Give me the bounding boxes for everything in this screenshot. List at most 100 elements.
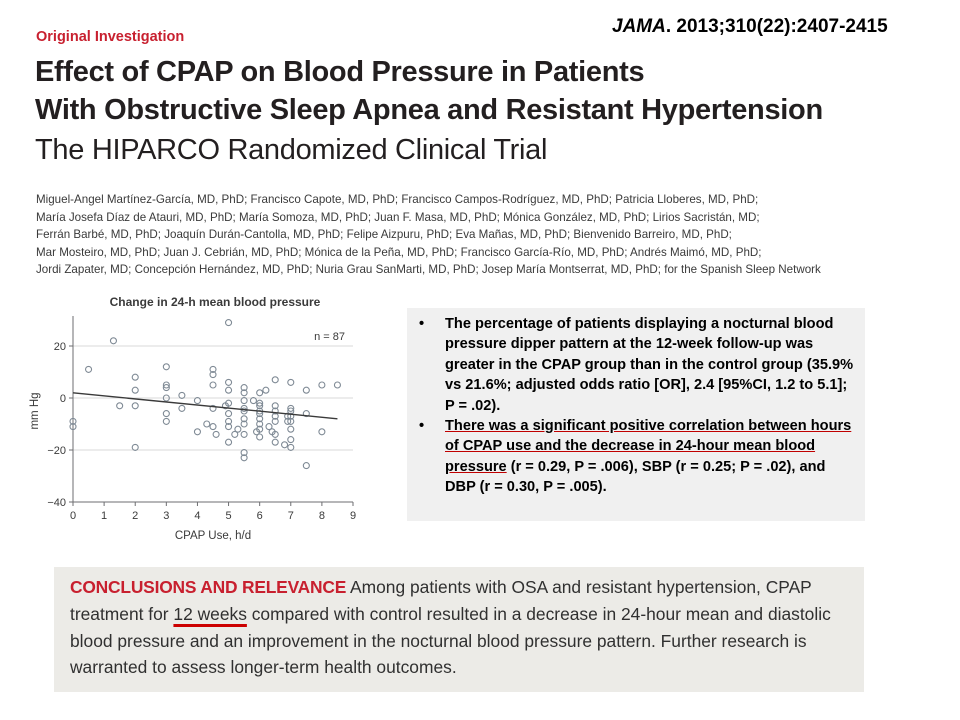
y-tick-label: 20 bbox=[54, 341, 66, 353]
x-tick-label: 4 bbox=[194, 510, 200, 522]
data-point bbox=[281, 441, 289, 449]
data-point bbox=[318, 428, 326, 436]
data-point bbox=[193, 397, 201, 405]
x-tick-label: 9 bbox=[350, 510, 356, 522]
data-point bbox=[256, 402, 264, 410]
x-tick-label: 8 bbox=[319, 510, 325, 522]
data-point bbox=[162, 417, 170, 425]
journal-name: JAMA bbox=[612, 16, 666, 37]
data-point bbox=[284, 417, 292, 425]
x-tick-label: 2 bbox=[132, 510, 138, 522]
data-point bbox=[240, 384, 248, 392]
data-point bbox=[262, 386, 270, 394]
author-line: Ferrán Barbé, MD, PhD; Joaquín Durán-Can… bbox=[36, 228, 732, 242]
data-point bbox=[287, 417, 295, 425]
data-point bbox=[131, 373, 139, 381]
data-point bbox=[209, 371, 217, 379]
data-point bbox=[256, 389, 264, 397]
data-point bbox=[225, 319, 233, 327]
data-point bbox=[256, 420, 264, 428]
conclusions-box: CONCLUSIONS AND RELEVANCE Among patients… bbox=[54, 567, 864, 692]
x-tick-label: 5 bbox=[225, 510, 231, 522]
data-point bbox=[287, 412, 295, 420]
data-point bbox=[225, 417, 233, 425]
data-point bbox=[178, 391, 186, 399]
data-point bbox=[287, 425, 295, 433]
data-point bbox=[234, 425, 242, 433]
x-tick-label: 6 bbox=[257, 510, 263, 522]
data-point bbox=[231, 430, 239, 438]
data-point bbox=[69, 417, 77, 425]
data-point bbox=[225, 438, 233, 446]
x-axis-label: CPAP Use, h/d bbox=[175, 530, 251, 542]
data-point bbox=[256, 425, 264, 433]
article-title-line-2: With Obstructive Sleep Apnea and Resista… bbox=[35, 94, 823, 126]
data-point bbox=[240, 449, 248, 457]
data-point bbox=[225, 386, 233, 394]
author-line: Miguel-Angel Martínez-García, MD, PhD; F… bbox=[36, 193, 759, 206]
data-point bbox=[284, 412, 292, 420]
data-point bbox=[225, 410, 233, 418]
data-point bbox=[162, 381, 170, 389]
data-point bbox=[131, 402, 139, 410]
author-line: Jordi Zapater, MD; Concepción Hernández,… bbox=[36, 263, 821, 277]
finding-text: The percentage of patients displaying a … bbox=[445, 316, 854, 414]
data-point bbox=[225, 378, 233, 386]
data-point bbox=[256, 433, 264, 441]
data-point bbox=[193, 428, 201, 436]
data-point bbox=[209, 381, 217, 389]
data-point bbox=[271, 376, 279, 384]
data-point bbox=[265, 423, 273, 431]
bullet-icon: • bbox=[419, 418, 425, 435]
section-label: Original Investigation bbox=[36, 29, 185, 45]
data-point bbox=[240, 397, 248, 405]
y-tick-label: −40 bbox=[47, 497, 66, 509]
finding-item: • There was a significant positive corre… bbox=[415, 416, 857, 498]
y-axis-label: mm Hg bbox=[29, 392, 41, 429]
data-point bbox=[203, 420, 211, 428]
data-point bbox=[287, 443, 295, 451]
data-point bbox=[302, 386, 310, 394]
data-point bbox=[333, 381, 341, 389]
data-point bbox=[162, 363, 170, 371]
x-tick-label: 0 bbox=[70, 510, 76, 522]
data-point bbox=[271, 417, 279, 425]
emphasis-12-weeks: 12 weeks bbox=[173, 603, 247, 624]
finding-item: • The percentage of patients displaying … bbox=[415, 314, 857, 416]
x-tick-label: 1 bbox=[101, 510, 107, 522]
data-point bbox=[271, 430, 279, 438]
data-point bbox=[209, 423, 217, 431]
bullet-icon: • bbox=[419, 316, 425, 332]
data-point bbox=[240, 404, 248, 412]
data-point bbox=[302, 462, 310, 470]
data-point bbox=[162, 394, 170, 402]
scatter-chart: Change in 24-h mean blood pressure 20 0 −20… bbox=[28, 292, 373, 550]
author-line: María Josefa Díaz de Atauri, MD, PhD; Ma… bbox=[36, 210, 760, 224]
sample-size-annotation: n = 87 bbox=[314, 331, 345, 343]
data-point bbox=[240, 407, 248, 415]
data-point bbox=[287, 404, 295, 412]
trend-line bbox=[72, 392, 338, 420]
data-point bbox=[162, 384, 170, 392]
conclusions-text: compared with control resulted in a decr… bbox=[70, 603, 831, 678]
data-point bbox=[212, 430, 220, 438]
finding-underlined-text: There was a significant positive correla… bbox=[445, 418, 852, 475]
data-point bbox=[287, 378, 295, 386]
data-point bbox=[225, 423, 233, 431]
data-point bbox=[85, 365, 93, 373]
key-findings-box: • The percentage of patients displaying … bbox=[407, 308, 865, 521]
x-tick-label: 3 bbox=[163, 510, 169, 522]
scatter-chart-svg: Change in 24-h mean blood pressure200−20… bbox=[29, 295, 356, 542]
y-tick-label: 0 bbox=[60, 393, 66, 405]
chart-title: Change in 24-h mean blood pressure bbox=[110, 295, 321, 309]
data-point bbox=[271, 407, 279, 415]
data-point bbox=[69, 423, 77, 431]
citation: JAMA. 2013;310(22):2407-2415 bbox=[612, 16, 888, 38]
article-title-line-1: Effect of CPAP on Blood Pressure in Pati… bbox=[35, 56, 645, 88]
data-point bbox=[178, 404, 186, 412]
article-subtitle: The HIPARCO Randomized Clinical Trial bbox=[35, 134, 548, 166]
data-point bbox=[256, 415, 264, 423]
data-point bbox=[240, 454, 248, 462]
data-point bbox=[209, 404, 217, 412]
data-point bbox=[240, 389, 248, 397]
